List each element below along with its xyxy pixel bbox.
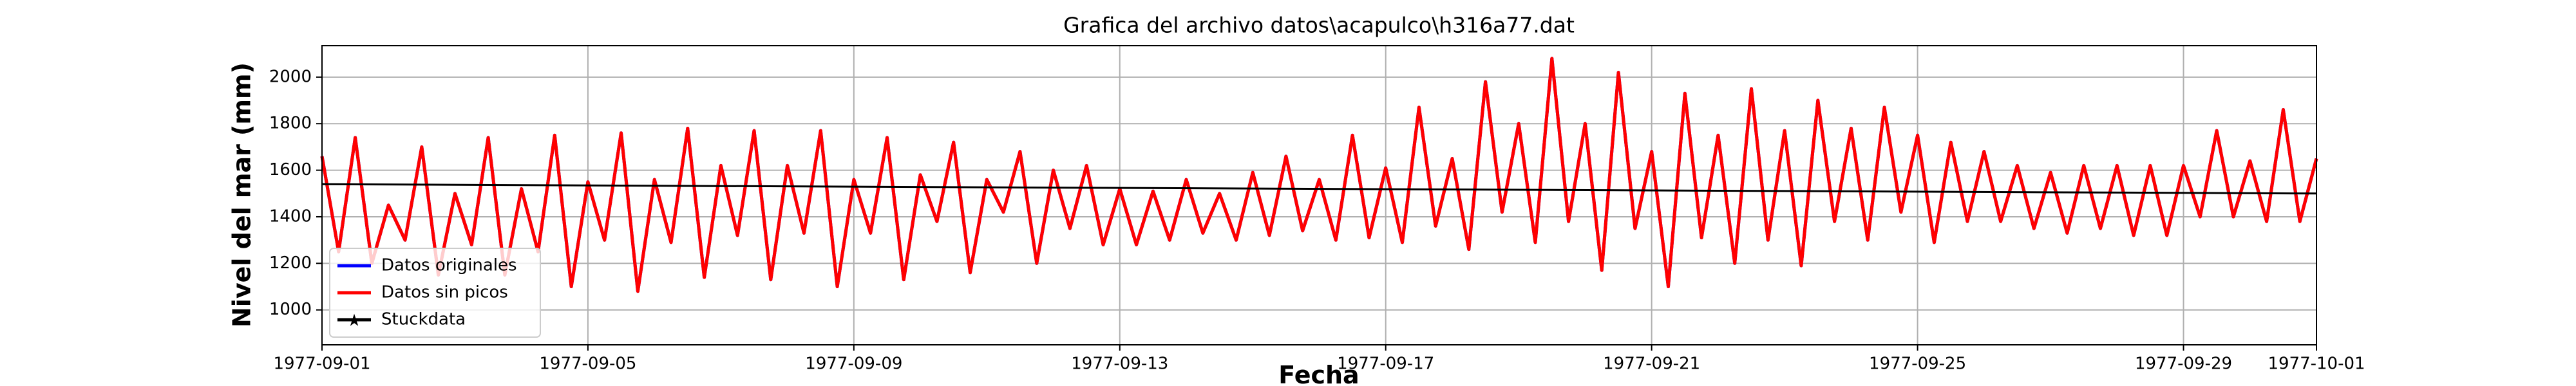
plot-frame xyxy=(321,45,2317,345)
x-tick-label: 1977-09-21 xyxy=(1603,354,1700,374)
y-tick-label: 1000 xyxy=(269,300,312,319)
x-tick-label: 1977-09-01 xyxy=(273,354,370,374)
legend-marker: ★ xyxy=(346,311,361,331)
y-axis-label: Nivel del mar (mm) xyxy=(228,62,256,327)
chart-title: Grafica del archivo datos\acapulco\h316a… xyxy=(1063,13,1575,38)
data-line xyxy=(320,57,2318,293)
x-tick-label: 1977-09-25 xyxy=(1869,354,1966,374)
data-line xyxy=(320,57,2318,293)
y-tick-label: 1800 xyxy=(269,114,312,133)
x-axis-label: Fecha xyxy=(1278,361,1359,386)
x-tick-label: 1977-09-17 xyxy=(1337,354,1434,374)
y-tick-label: 1200 xyxy=(269,253,312,273)
y-tick-label: 2000 xyxy=(269,67,312,86)
x-tick-label: 1977-09-09 xyxy=(805,354,902,374)
data-line xyxy=(321,183,2317,195)
legend-box xyxy=(329,248,541,338)
legend-label: Datos originales xyxy=(381,256,517,275)
x-tick-label: 1977-10-01 xyxy=(2268,354,2365,374)
legend-label: Datos sin picos xyxy=(381,283,508,302)
legend-label: Stuckdata xyxy=(381,310,466,329)
x-tick-label: 1977-09-05 xyxy=(539,354,636,374)
x-tick-label: 1977-09-29 xyxy=(2135,354,2232,374)
y-tick-label: 1600 xyxy=(269,160,312,179)
x-tick-label: 1977-09-13 xyxy=(1071,354,1168,374)
y-tick-label: 1400 xyxy=(269,207,312,226)
